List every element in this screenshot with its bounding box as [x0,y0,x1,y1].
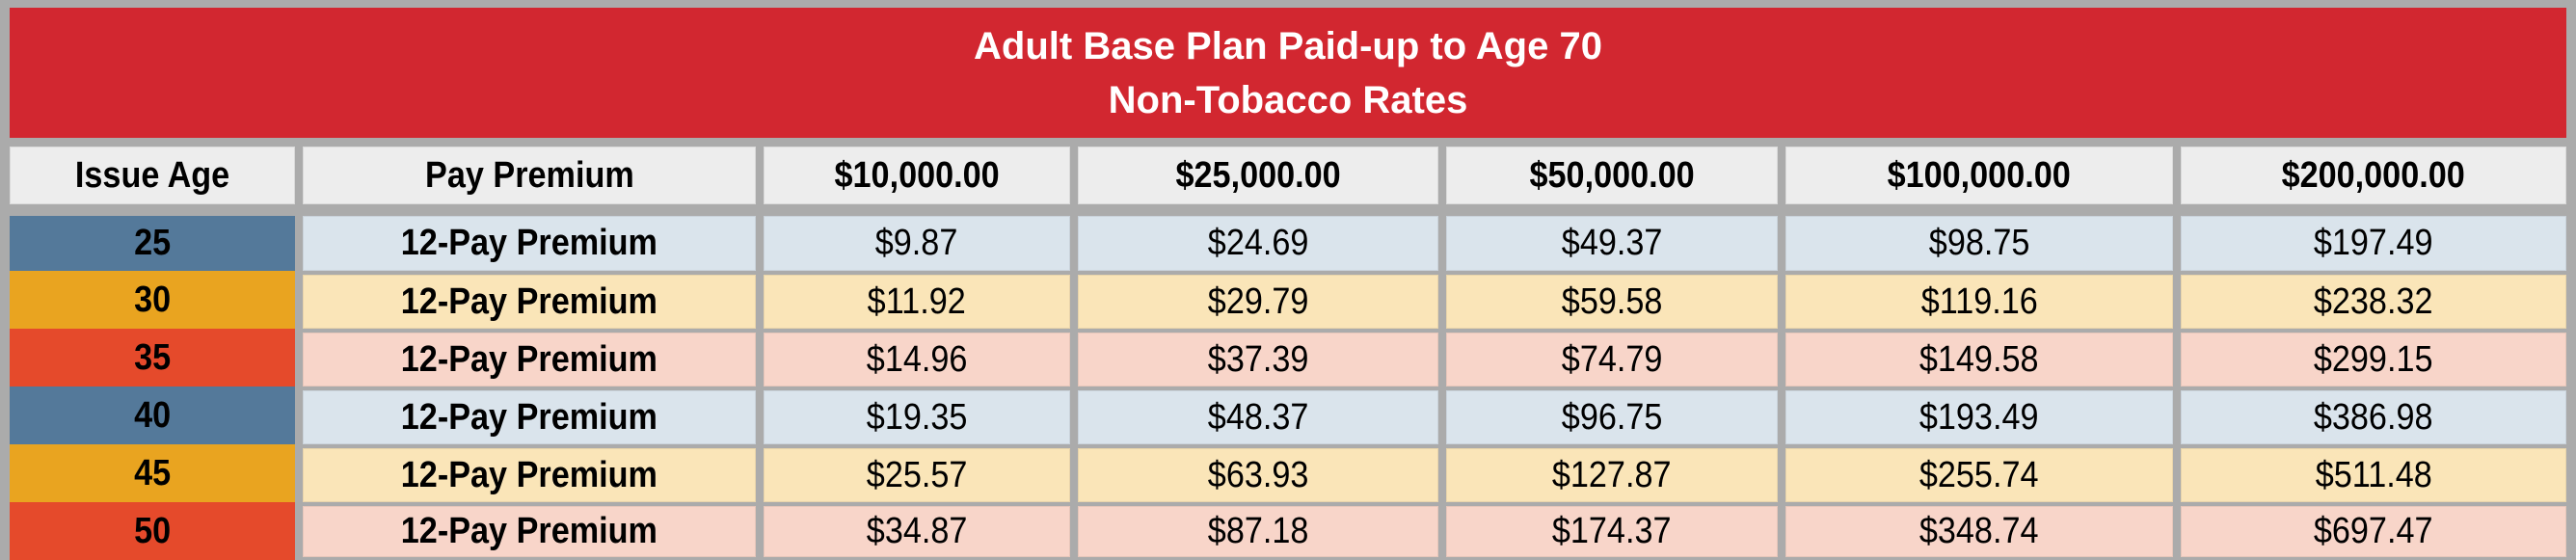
rate-cell: $149.58 [1785,333,2173,387]
rate-cell: $63.93 [1078,448,1438,502]
rate-cell: $48.37 [1078,390,1438,444]
table-title-banner: Adult Base Plan Paid-up to Age 70 Non-To… [10,8,2566,138]
col-header-10000: $10,000.00 [764,147,1070,204]
rate-cell: $348.74 [1785,506,2173,557]
issue-age-cell: 35 [10,329,295,387]
table-header-row: Issue Age Pay Premium $10,000.00 $25,000… [10,147,2566,204]
table-row: 50 12-Pay Premium $34.87 $87.18 $174.37 … [10,502,2566,560]
table-title-line-2: Non-Tobacco Rates [1108,78,1468,121]
col-header-200000: $200,000.00 [2181,147,2566,204]
col-header-50000: $50,000.00 [1446,147,1778,204]
rate-cell: $11.92 [764,275,1070,329]
premium-type-cell: 12-Pay Premium [303,275,756,329]
table-row: 40 12-Pay Premium $19.35 $48.37 $96.75 $… [10,387,2566,444]
rate-cell: $511.48 [2181,448,2566,502]
table-row: 25 12-Pay Premium $9.87 $24.69 $49.37 $9… [10,216,2566,271]
premium-type-cell: 12-Pay Premium [303,333,756,387]
col-header-100000: $100,000.00 [1785,147,2173,204]
rate-cell: $59.58 [1446,275,1778,329]
rate-cell: $19.35 [764,390,1070,444]
issue-age-cell: 40 [10,387,295,444]
premium-type-cell: 12-Pay Premium [303,390,756,444]
issue-age-cell: 25 [10,216,295,271]
premium-type-cell: 12-Pay Premium [303,216,756,271]
col-header-issue-age: Issue Age [10,147,295,204]
rate-cell: $14.96 [764,333,1070,387]
rate-cell: $197.49 [2181,216,2566,271]
rate-cell: $24.69 [1078,216,1438,271]
rate-cell: $174.37 [1446,506,1778,557]
rate-cell: $96.75 [1446,390,1778,444]
rate-cell: $37.39 [1078,333,1438,387]
rate-cell: $34.87 [764,506,1070,557]
table-title-line-1: Adult Base Plan Paid-up to Age 70 [974,24,1602,67]
rate-cell: $119.16 [1785,275,2173,329]
rate-cell: $386.98 [2181,390,2566,444]
rate-cell: $98.75 [1785,216,2173,271]
rate-cell: $697.47 [2181,506,2566,557]
premium-type-cell: 12-Pay Premium [303,506,756,557]
rate-cell: $238.32 [2181,275,2566,329]
col-header-pay-premium: Pay Premium [303,147,756,204]
rate-cell: $74.79 [1446,333,1778,387]
rate-cell: $49.37 [1446,216,1778,271]
premium-type-cell: 12-Pay Premium [303,448,756,502]
table-row: 30 12-Pay Premium $11.92 $29.79 $59.58 $… [10,271,2566,329]
col-header-25000: $25,000.00 [1078,147,1438,204]
rate-cell: $87.18 [1078,506,1438,557]
rate-cell: $127.87 [1446,448,1778,502]
rate-cell: $9.87 [764,216,1070,271]
rate-cell: $193.49 [1785,390,2173,444]
table-body: 25 12-Pay Premium $9.87 $24.69 $49.37 $9… [10,216,2566,560]
rate-cell: $255.74 [1785,448,2173,502]
issue-age-cell: 50 [10,502,295,560]
issue-age-cell: 45 [10,444,295,502]
rate-cell: $29.79 [1078,275,1438,329]
table-row: 45 12-Pay Premium $25.57 $63.93 $127.87 … [10,444,2566,502]
rate-cell: $25.57 [764,448,1070,502]
rate-cell: $299.15 [2181,333,2566,387]
table-row: 35 12-Pay Premium $14.96 $37.39 $74.79 $… [10,329,2566,387]
issue-age-cell: 30 [10,271,295,329]
